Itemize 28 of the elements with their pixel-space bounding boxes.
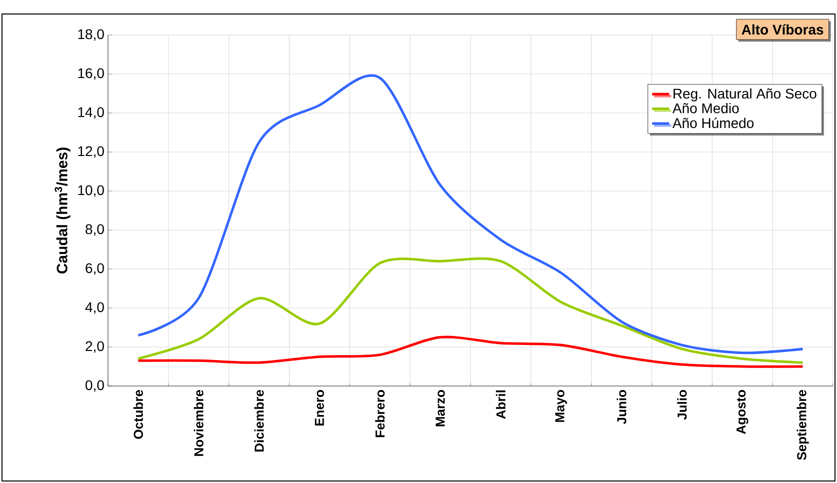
x-tick-label: Marzo: [436, 390, 445, 426]
line-series: [136, 336, 804, 368]
x-tick-label: Mayo: [555, 390, 567, 422]
y-tick-label: 18,0: [78, 29, 104, 41]
x-tick-label: Septiembre: [796, 390, 809, 460]
y-tick-label: 8,0: [86, 224, 104, 236]
y-tick-label: 2,0: [86, 341, 104, 353]
x-tick-label: Octubre: [133, 390, 143, 439]
x-tick-label: Febrero: [375, 390, 385, 438]
y-tick-label: 12,0: [78, 146, 104, 158]
legend-label: Reg. Natural Año Seco: [674, 88, 816, 102]
legend-label: Año Medio: [672, 102, 739, 114]
y-tick-label: 0,0: [86, 380, 104, 392]
x-tick-label: Abril: [496, 390, 506, 419]
chart-title: Alto Víboras: [742, 24, 824, 35]
x-tick-label: Enero: [314, 390, 324, 426]
x-tick-label: Agosto: [736, 390, 748, 434]
y-tick-label: 16,0: [78, 68, 104, 80]
x-tick-label: Diciembre: [254, 390, 264, 452]
x-tick-label: Julio: [677, 390, 687, 420]
y-axis-title: Caudal (hm$^{3}$/mes): [54, 148, 70, 274]
legend-label: Año Húmedo: [672, 118, 754, 128]
y-tick-label: 4,0: [85, 302, 104, 314]
x-tick-label: Noviembre: [194, 390, 204, 456]
x-tick-label: Junio: [616, 390, 626, 424]
y-tick-label: 10,0: [78, 185, 104, 197]
y-tick-label: 6,0: [86, 263, 104, 275]
y-tick-label: 14,0: [78, 107, 104, 119]
